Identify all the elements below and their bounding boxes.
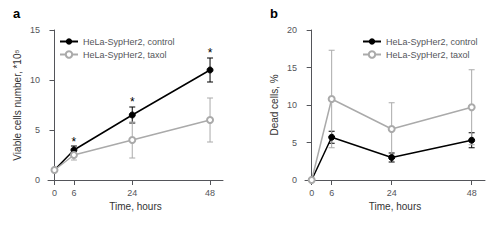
svg-text:24: 24 <box>387 188 397 198</box>
svg-text:5: 5 <box>35 125 40 135</box>
svg-text:6: 6 <box>329 188 334 198</box>
svg-text:48: 48 <box>205 188 215 198</box>
svg-text:5: 5 <box>292 138 297 148</box>
svg-text:HeLa-SypHer2, taxol: HeLa-SypHer2, taxol <box>386 50 470 60</box>
svg-text:0: 0 <box>52 188 57 198</box>
svg-text:*: * <box>72 135 77 149</box>
svg-text:20: 20 <box>287 25 297 35</box>
svg-text:10: 10 <box>30 75 40 85</box>
svg-text:6: 6 <box>71 188 76 198</box>
svg-text:15: 15 <box>287 63 297 73</box>
svg-text:*: * <box>130 95 135 109</box>
svg-text:48: 48 <box>467 188 477 198</box>
svg-text:b: b <box>270 6 278 21</box>
svg-text:HeLa-SypHer2, control: HeLa-SypHer2, control <box>83 37 175 47</box>
svg-text:10: 10 <box>287 100 297 110</box>
svg-text:0: 0 <box>292 175 297 185</box>
svg-text:0: 0 <box>309 188 314 198</box>
svg-text:a: a <box>13 6 21 21</box>
svg-text:Time, hours: Time, hours <box>369 201 421 212</box>
svg-text:Viable cells number, *10⁵: Viable cells number, *10⁵ <box>12 49 23 160</box>
svg-text:HeLa-SypHer2, taxol: HeLa-SypHer2, taxol <box>83 50 167 60</box>
svg-text:Time, hours: Time, hours <box>109 201 161 212</box>
svg-text:15: 15 <box>30 25 40 35</box>
svg-text:0: 0 <box>35 175 40 185</box>
svg-text:HeLa-SypHer2, control: HeLa-SypHer2, control <box>386 37 478 47</box>
svg-text:*: * <box>208 46 213 60</box>
svg-text:24: 24 <box>127 188 137 198</box>
svg-text:Dead cells, %: Dead cells, % <box>269 74 280 135</box>
